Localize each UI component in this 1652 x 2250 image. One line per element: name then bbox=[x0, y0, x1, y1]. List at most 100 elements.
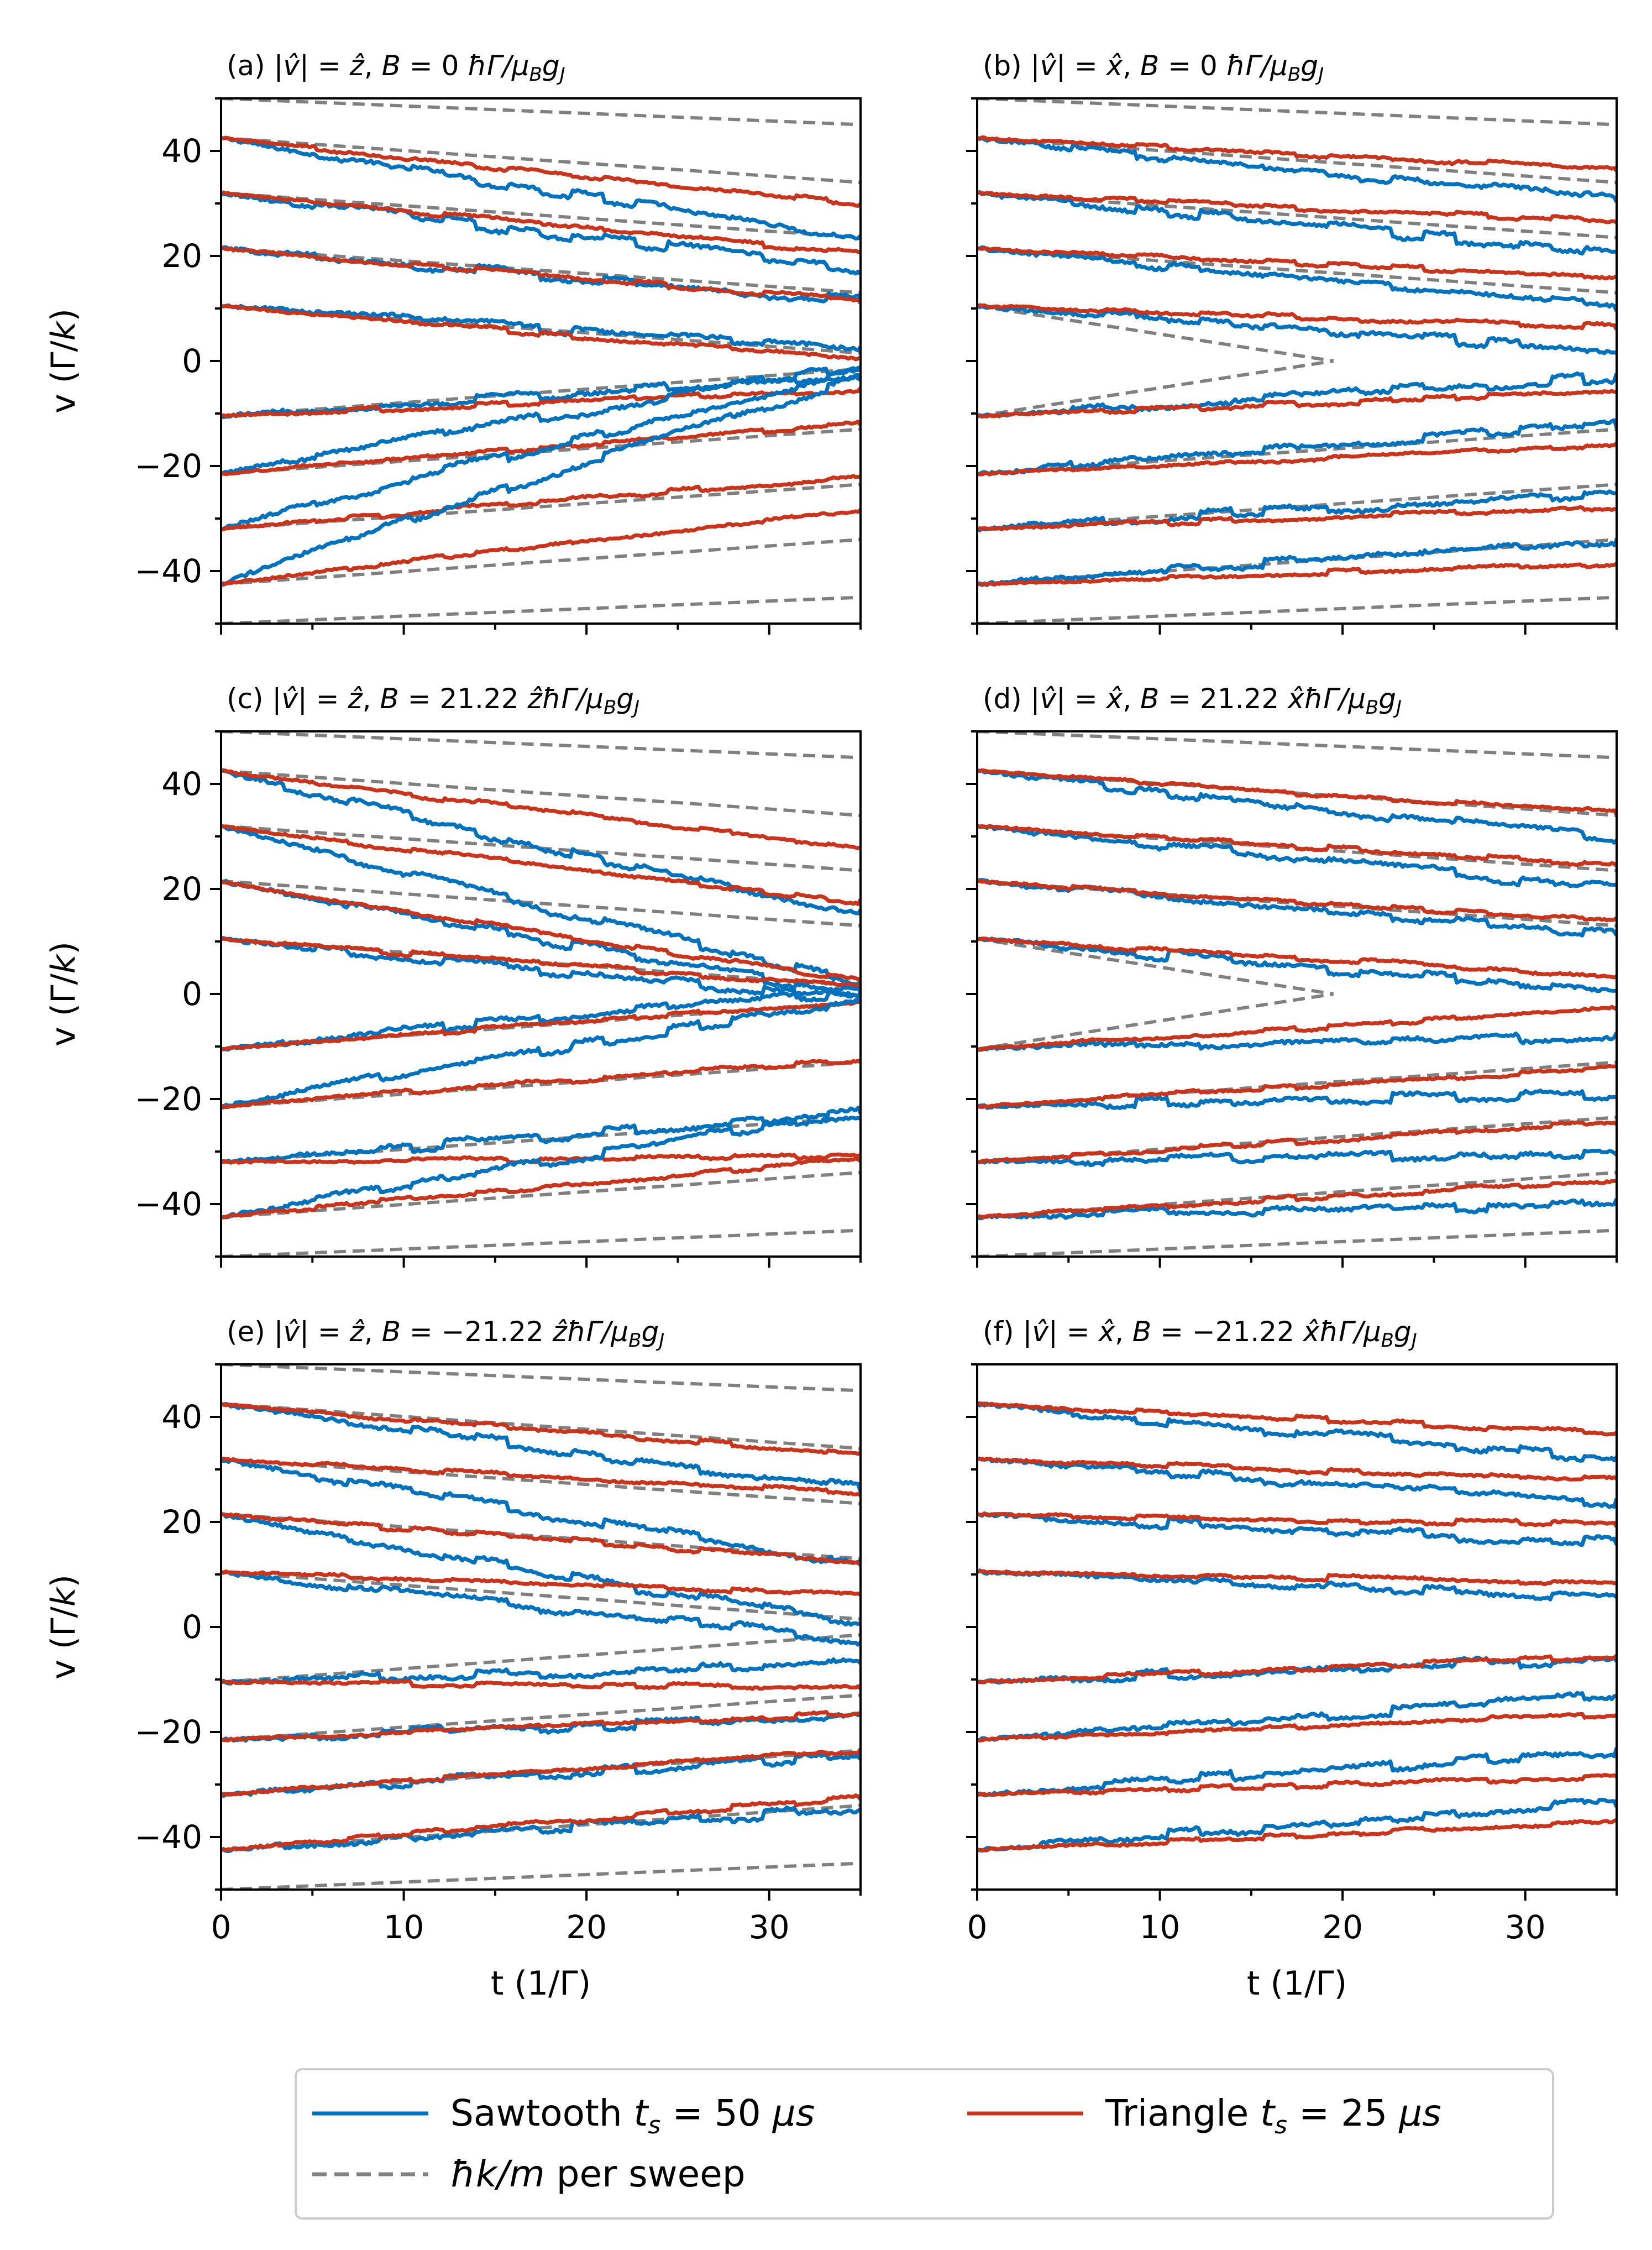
sawtooth-line-f-2 bbox=[977, 1511, 1617, 1547]
sawtooth-line-f-6 bbox=[977, 1747, 1617, 1798]
triangle-line-a-1 bbox=[221, 190, 861, 254]
sawtooth-line-a-6 bbox=[221, 365, 861, 531]
guide-line-b-2 bbox=[977, 191, 1617, 239]
triangle-line-d-4 bbox=[977, 1004, 1617, 1052]
triangle-line-a-6 bbox=[221, 474, 861, 532]
ylabel-c: v (Γ/k) bbox=[44, 941, 83, 1046]
guide-line-b-5 bbox=[977, 359, 1334, 418]
sawtooth-line-c-5 bbox=[221, 995, 861, 1110]
triangle-line-d-3 bbox=[977, 936, 1617, 980]
triangle-line-a-3 bbox=[221, 304, 861, 362]
triangle-line-e-0 bbox=[221, 1402, 861, 1456]
sawtooth-line-b-5 bbox=[977, 418, 1617, 477]
xtick-label-e-20: 20 bbox=[566, 1908, 607, 1946]
plot-area-a bbox=[221, 98, 861, 624]
sawtooth-line-b-1 bbox=[977, 190, 1617, 256]
panel-f: 0 10 20 30 t (1/Γ) (f) |v̂| = x̂, B = −21.22 … bbox=[966, 1316, 1618, 2003]
sawtooth-line-b-0 bbox=[977, 136, 1617, 203]
sawtooth-line-a-7 bbox=[221, 373, 861, 587]
triangle-line-b-7 bbox=[977, 562, 1617, 587]
sawtooth-line-b-6 bbox=[977, 489, 1617, 532]
guide-line-e-1 bbox=[221, 1402, 861, 1450]
guide-line-a-9 bbox=[221, 595, 861, 624]
xtick-label-f-20: 20 bbox=[1322, 1908, 1363, 1946]
guide-line-e-9 bbox=[221, 1861, 861, 1890]
panel-title-b: (b) |v̂| = x̂, B = 0 ħΓ/μBgJ bbox=[983, 50, 1324, 86]
triangle-line-c-7 bbox=[221, 1157, 861, 1220]
plot-area-c bbox=[221, 731, 861, 1257]
sawtooth-line-f-7 bbox=[977, 1797, 1617, 1853]
guide-line-d-0 bbox=[977, 731, 1617, 760]
sawtooth-line-f-5 bbox=[977, 1691, 1617, 1743]
plot-area-f bbox=[977, 1401, 1617, 1853]
panel-title-a: (a) |v̂| = ẑ, B = 0 ħΓ/μBgJ bbox=[227, 50, 565, 86]
sawtooth-line-d-7 bbox=[977, 1198, 1617, 1221]
triangle-line-b-6 bbox=[977, 505, 1617, 531]
guide-line-c-6 bbox=[221, 1060, 861, 1109]
triangle-line-e-6 bbox=[221, 1747, 861, 1797]
ytick-label-e-40: 40 bbox=[161, 1398, 202, 1436]
plot-area-d bbox=[977, 731, 1617, 1257]
sawtooth-line-c-3 bbox=[221, 936, 861, 1003]
guide-line-a-7 bbox=[221, 483, 861, 531]
guide-line-b-0 bbox=[977, 98, 1617, 127]
guide-line-c-0 bbox=[221, 731, 861, 760]
triangle-line-a-4 bbox=[221, 386, 861, 418]
guide-line-d-7 bbox=[977, 1116, 1617, 1164]
panels-layer: −40 −20 0 20 40 v (Γ/k) (a) |v̂| = ẑ, B = 0 ħ… bbox=[44, 50, 1618, 2003]
sawtooth-line-b-4 bbox=[977, 371, 1617, 419]
triangle-line-f-6 bbox=[977, 1773, 1617, 1797]
sawtooth-line-e-0 bbox=[221, 1402, 861, 1493]
legend-label-guide: ħk/m per sweep bbox=[450, 2153, 746, 2195]
triangle-line-a-2 bbox=[221, 246, 861, 305]
guide-line-b-1 bbox=[977, 136, 1617, 184]
panel-d: (d) |v̂| = x̂, B = 21.22 x̂ħΓ/μBgJ bbox=[966, 683, 1618, 1268]
ylabel-a: v (Γ/k) bbox=[44, 308, 83, 414]
guide-line-e-8 bbox=[221, 1804, 861, 1852]
sawtooth-line-c-0 bbox=[221, 768, 861, 915]
guide-line-a-0 bbox=[221, 98, 861, 127]
xtick-label-f-30: 30 bbox=[1505, 1908, 1546, 1946]
ytick-label-a-0: 0 bbox=[182, 342, 202, 380]
triangle-line-c-0 bbox=[221, 768, 861, 850]
triangle-line-e-5 bbox=[221, 1710, 861, 1743]
xtick-label-f-0: 0 bbox=[967, 1908, 988, 1946]
xtick-label-e-10: 10 bbox=[384, 1908, 424, 1946]
ylabel-e: v (Γ/k) bbox=[44, 1574, 83, 1679]
sawtooth-line-a-1 bbox=[221, 191, 861, 276]
legend: Sawtooth ts = 50 μs Triangle ts = 25 μs ħk… bbox=[295, 2068, 1554, 2220]
sawtooth-line-b-3 bbox=[977, 304, 1617, 355]
triangle-line-a-7 bbox=[221, 508, 861, 587]
guide-line-b-9 bbox=[977, 595, 1617, 624]
ytick-label-e--20: −20 bbox=[135, 1713, 202, 1751]
panel-title-d: (d) |v̂| = x̂, B = 21.22 x̂ħΓ/μBgJ bbox=[983, 683, 1402, 719]
triangle-line-c-2 bbox=[221, 879, 861, 983]
ytick-label-a--20: −20 bbox=[135, 447, 202, 485]
triangle-line-e-2 bbox=[221, 1512, 861, 1566]
triangle-line-b-4 bbox=[977, 389, 1617, 418]
ytick-label-c--40: −40 bbox=[135, 1185, 202, 1223]
guide-line-a-8 bbox=[221, 538, 861, 586]
panel-e: −40 −20 0 20 40 0 10 20 30 t (1/Γ) v (Γ/k) (e) |v̂|… bbox=[44, 1316, 862, 2003]
plot-area-e bbox=[221, 1364, 861, 1890]
triangle-line-f-1 bbox=[977, 1457, 1617, 1482]
guide-line-e-6 bbox=[221, 1693, 861, 1742]
guide-line-d-8 bbox=[977, 1171, 1617, 1219]
ytick-label-c-20: 20 bbox=[161, 870, 202, 908]
triangle-line-c-1 bbox=[221, 824, 861, 906]
sawtooth-line-d-1 bbox=[977, 824, 1617, 888]
panel-a: −40 −20 0 20 40 v (Γ/k) (a) |v̂| = ẑ, B = 0 ħ… bbox=[44, 50, 862, 635]
triangle-line-c-5 bbox=[221, 1059, 861, 1110]
guide-line-a-2 bbox=[221, 191, 861, 239]
guide-line-d-9 bbox=[977, 1228, 1617, 1257]
triangle-line-f-4 bbox=[977, 1654, 1617, 1684]
ytick-label-e-0: 0 bbox=[182, 1608, 202, 1646]
panel-title-c: (c) |v̂| = ẑ, B = 21.22 ẑħΓ/μBgJ bbox=[227, 683, 639, 719]
sawtooth-line-c-1 bbox=[221, 824, 861, 987]
triangle-line-d-2 bbox=[977, 878, 1617, 923]
guide-line-a-3 bbox=[221, 246, 861, 295]
triangle-line-e-4 bbox=[221, 1678, 861, 1691]
triangle-line-e-7 bbox=[221, 1793, 861, 1853]
sawtooth-line-e-3 bbox=[221, 1570, 861, 1647]
sawtooth-line-d-4 bbox=[977, 1031, 1617, 1052]
